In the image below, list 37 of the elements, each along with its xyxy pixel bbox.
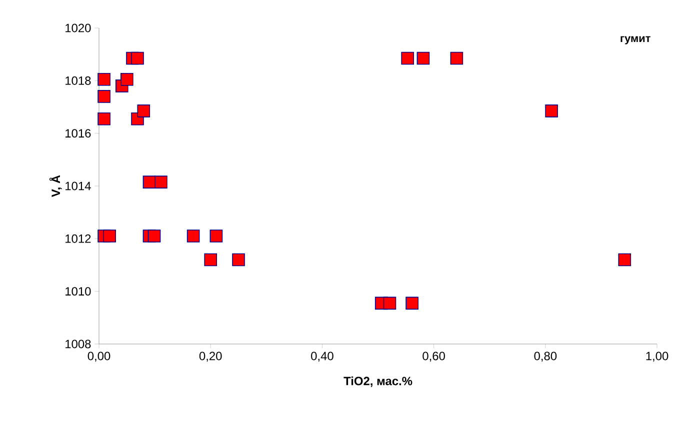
point (186, 230, 200, 242)
point (98, 90, 110, 103)
point (618, 253, 632, 266)
y-tick-label: 1020 (66, 24, 91, 32)
point (142, 176, 156, 188)
x-tick-label: 0,20 (199, 352, 222, 362)
point (406, 296, 418, 310)
y-tick-label: 1012 (66, 234, 91, 243)
y-tick-label: 1018 (66, 76, 91, 85)
y-axis-title: V, Å (49, 175, 62, 197)
point (545, 104, 558, 118)
x-tick-label: 0,60 (422, 352, 445, 362)
point (401, 52, 414, 65)
x-tick-label: 0,40 (311, 352, 334, 362)
annotation: гумит (620, 36, 650, 44)
y-tick-label: 1010 (66, 287, 91, 296)
point (210, 230, 223, 242)
point (450, 52, 464, 65)
point (98, 72, 110, 86)
point (137, 104, 150, 118)
point (416, 52, 430, 65)
x-tick-label: 0,00 (88, 352, 110, 362)
point (148, 230, 161, 242)
y-tick-label: 1016 (66, 129, 91, 138)
point (154, 176, 168, 188)
point (232, 253, 245, 266)
point (120, 72, 134, 86)
x-tick-label: 1,00 (646, 352, 668, 362)
point (131, 52, 144, 65)
point (98, 112, 110, 126)
x-tick-label: 0,80 (534, 352, 557, 362)
point (383, 296, 396, 310)
point (204, 253, 217, 266)
x-axis-title: TiO2, мас.% (344, 376, 412, 387)
point (103, 230, 116, 242)
y-tick-label: 1008 (66, 340, 91, 348)
y-tick-label: 1014 (66, 182, 91, 190)
